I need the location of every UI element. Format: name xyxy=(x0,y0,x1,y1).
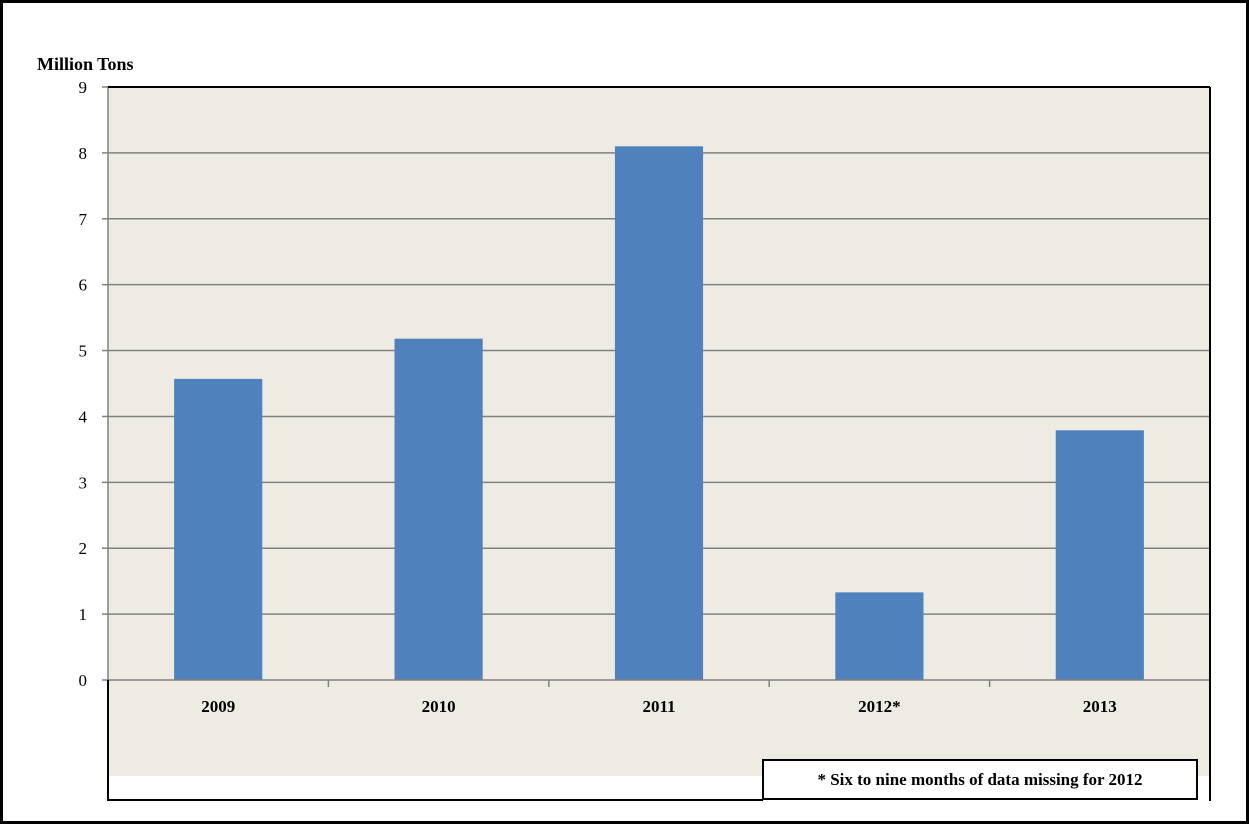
y-tick-label: 0 xyxy=(79,671,88,690)
bar-2009 xyxy=(174,378,263,680)
annotation-border xyxy=(762,759,1198,800)
bar-2012* xyxy=(835,592,924,680)
y-tick-label: 2 xyxy=(79,539,88,558)
bar-2011 xyxy=(614,146,704,681)
y-tick-label: 7 xyxy=(79,210,88,229)
y-tick-labels: 0 1 2 3 4 5 6 7 8 9 xyxy=(79,78,88,690)
y-tick-label: 3 xyxy=(79,473,88,492)
bar-2013 xyxy=(1055,430,1144,680)
x-category-label: 2011 xyxy=(642,697,675,716)
annotation-text: * Six to nine months of data missing for… xyxy=(817,770,1142,789)
x-category-label: 2010 xyxy=(422,697,456,716)
y-axis-label: Million Tons xyxy=(37,54,134,74)
bar-2010 xyxy=(394,338,483,680)
y-tick-label: 5 xyxy=(79,342,88,361)
bars xyxy=(174,146,1144,681)
axes xyxy=(107,86,1211,801)
bar-chart: 0 1 2 3 4 5 6 7 8 9 2009 2010 2011 2012* 2013 Million… xyxy=(37,54,1211,801)
y-tick-label: 4 xyxy=(79,407,88,426)
x-category-label: 2013 xyxy=(1083,697,1117,716)
x-category-label: 2012* xyxy=(858,697,901,716)
y-tick-label: 8 xyxy=(79,144,88,163)
y-tick-label: 1 xyxy=(79,605,88,624)
y-tick-label: 6 xyxy=(79,276,88,295)
x-category-labels: 2009 2010 2011 2012* 2013 xyxy=(201,697,1117,716)
y-tick-label: 9 xyxy=(79,78,88,97)
x-category-label: 2009 xyxy=(201,697,235,716)
annotation-box: * Six to nine months of data missing for… xyxy=(762,759,1198,800)
